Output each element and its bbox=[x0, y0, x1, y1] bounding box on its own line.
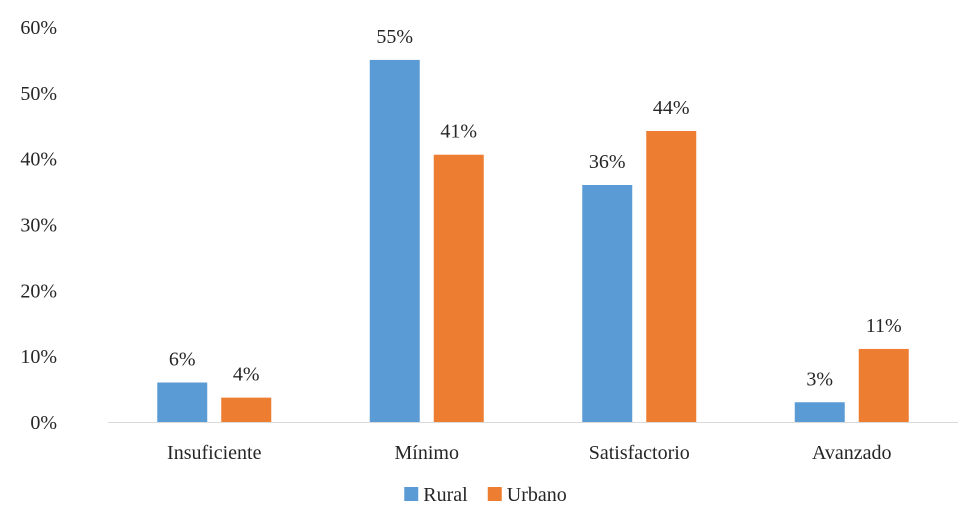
y-tick-label: 10% bbox=[20, 346, 57, 368]
x-category-label: Insuficiente bbox=[167, 442, 262, 464]
legend-swatch-rural bbox=[404, 487, 419, 501]
y-tick-label: 30% bbox=[20, 215, 57, 237]
y-tick-label: 60% bbox=[20, 17, 57, 39]
bar-urbano bbox=[433, 154, 484, 422]
y-axis-ticks: 0% 10% 20% 30% 40% 50% 60% bbox=[20, 17, 57, 434]
x-category-label: Mínimo bbox=[395, 442, 459, 464]
bar-rural bbox=[794, 402, 845, 422]
data-label: 3% bbox=[806, 368, 833, 390]
legend-label-urbano: Urbano bbox=[507, 484, 567, 506]
legend: Rural Urbano bbox=[404, 484, 567, 506]
bar-rural bbox=[157, 382, 208, 422]
bar-urbano bbox=[858, 348, 909, 422]
legend-swatch-urbano bbox=[487, 487, 502, 501]
bar-urbano bbox=[646, 131, 697, 422]
bar-rural bbox=[582, 185, 633, 422]
bars-group bbox=[157, 59, 909, 423]
x-axis-categories: Insuficiente Mínimo Satisfactorio Avanzado bbox=[167, 442, 892, 464]
data-labels-group: 6% 4% 55% 41% 36% 44% 3% 11% bbox=[169, 26, 902, 390]
y-tick-label: 40% bbox=[20, 149, 57, 171]
data-label: 4% bbox=[233, 364, 260, 386]
x-category-label: Satisfactorio bbox=[589, 442, 690, 464]
data-label: 55% bbox=[376, 26, 413, 48]
data-label: 44% bbox=[653, 97, 690, 119]
bar-rural bbox=[369, 59, 420, 423]
x-category-label: Avanzado bbox=[812, 442, 892, 464]
y-tick-label: 20% bbox=[20, 280, 57, 302]
y-tick-label: 50% bbox=[20, 83, 57, 105]
data-label: 6% bbox=[169, 349, 196, 371]
y-tick-label: 0% bbox=[30, 412, 57, 434]
data-label: 11% bbox=[866, 315, 902, 337]
bar-urbano bbox=[221, 397, 272, 422]
data-label: 36% bbox=[589, 151, 626, 173]
legend-label-rural: Rural bbox=[423, 484, 468, 506]
data-label: 41% bbox=[440, 121, 477, 143]
